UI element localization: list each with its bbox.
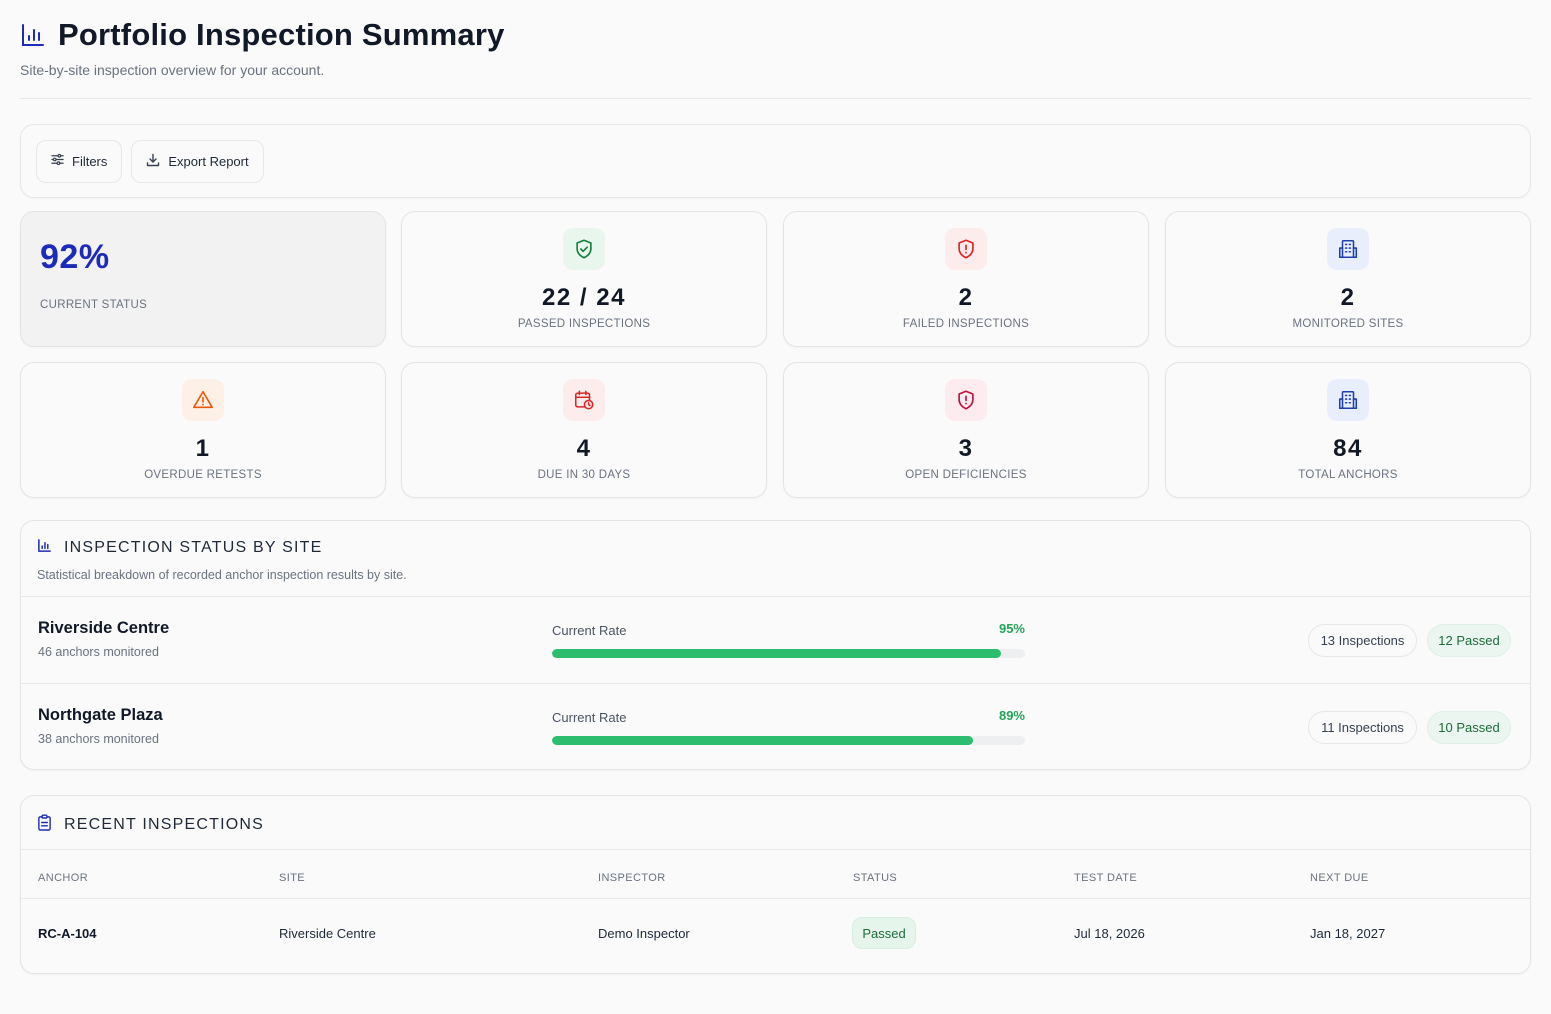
total-anchors-value: 84 <box>1333 435 1363 462</box>
total-anchors-card: 84 TOTAL ANCHORS <box>1165 362 1531 498</box>
total-anchors-label: TOTAL ANCHORS <box>1298 469 1398 481</box>
status-by-site-title: INSPECTION STATUS BY SITE <box>64 539 323 556</box>
current-rate-label: Current Rate <box>552 623 627 638</box>
column-header-anchor[interactable]: ANCHOR <box>38 872 89 884</box>
bar-chart-icon <box>20 22 46 48</box>
current-status-card: 92% CURRENT STATUS <box>20 211 386 347</box>
passed-inspections-card: 22 / 24 PASSED INSPECTIONS <box>401 211 767 347</box>
site-name: Riverside Centre <box>38 619 170 637</box>
site-anchors-count: 38 anchors monitored <box>38 732 159 746</box>
warning-triangle-icon <box>182 379 224 421</box>
cell-anchor: RC-A-104 <box>38 926 97 941</box>
page-header: Portfolio Inspection Summary Site-by-sit… <box>20 0 1531 99</box>
recent-inspections-section: RECENT INSPECTIONS ANCHOR SITE INSPECTOR… <box>20 795 1531 974</box>
overdue-retests-label: OVERDUE RETESTS <box>144 469 262 481</box>
passed-count-badge: 10 Passed <box>1427 711 1511 744</box>
open-deficiencies-value: 3 <box>958 435 974 462</box>
inspections-count-badge: 11 Inspections <box>1308 711 1417 744</box>
open-deficiencies-card: 3 OPEN DEFICIENCIES <box>783 362 1149 498</box>
rate-progress-fill <box>552 649 1002 658</box>
calendar-clock-icon <box>563 379 605 421</box>
shield-alert-icon <box>945 228 987 270</box>
shield-check-icon <box>563 228 605 270</box>
due-in-30-days-label: DUE IN 30 DAYS <box>537 469 631 481</box>
cell-inspector: Demo Inspector <box>598 926 690 941</box>
monitored-sites-card: 2 MONITORED SITES <box>1165 211 1531 347</box>
failed-inspections-card: 2 FAILED INSPECTIONS <box>783 211 1149 347</box>
current-status-label: CURRENT STATUS <box>40 299 148 311</box>
current-rate-value: 89% <box>998 708 1025 723</box>
table-row[interactable] <box>21 898 1530 899</box>
sliders-icon <box>51 153 64 169</box>
building-icon <box>1327 379 1369 421</box>
filters-button[interactable]: Filters <box>36 139 123 183</box>
rate-progress-bar <box>552 736 1025 745</box>
status-by-site-description: Statistical breakdown of recorded anchor… <box>37 568 407 582</box>
inspections-count-badge: 13 Inspections <box>1308 624 1417 657</box>
overdue-retests-card: 1 OVERDUE RETESTS <box>20 362 386 498</box>
open-deficiencies-label: OPEN DEFICIENCIES <box>905 469 1027 481</box>
toolbar: Filters Export Report <box>20 124 1531 198</box>
rate-progress-fill <box>552 736 973 745</box>
status-by-site-section: INSPECTION STATUS BY SITE Statistical br… <box>20 520 1531 770</box>
filters-label: Filters <box>72 153 108 169</box>
export-report-label: Export Report <box>168 153 249 169</box>
column-header-inspector[interactable]: INSPECTOR <box>598 872 666 884</box>
failed-inspections-value: 2 <box>958 284 974 311</box>
passed-count-badge: 12 Passed <box>1427 624 1511 657</box>
current-status-value: 92% <box>40 238 110 276</box>
current-rate-value: 95% <box>998 621 1025 636</box>
page-subtitle: Site-by-site inspection overview for you… <box>20 62 325 78</box>
monitored-sites-value: 2 <box>1340 284 1356 311</box>
column-header-site[interactable]: SITE <box>279 872 306 884</box>
export-report-button[interactable]: Export Report <box>131 139 264 183</box>
cell-site: Riverside Centre <box>279 926 376 941</box>
bar-chart-icon <box>37 538 52 558</box>
column-header-status[interactable]: STATUS <box>853 872 898 884</box>
status-badge: Passed <box>852 917 916 949</box>
column-header-next-due[interactable]: NEXT DUE <box>1310 872 1369 884</box>
passed-inspections-value: 22 / 24 <box>542 284 626 311</box>
due-in-30-days-card: 4 DUE IN 30 DAYS <box>401 362 767 498</box>
cell-test-date: Jul 18, 2026 <box>1074 926 1145 941</box>
site-row: Riverside Centre 46 anchors monitored Cu… <box>21 596 1530 683</box>
passed-inspections-label: PASSED INSPECTIONS <box>517 318 651 330</box>
failed-inspections-label: FAILED INSPECTIONS <box>902 318 1030 330</box>
site-name: Northgate Plaza <box>38 706 163 724</box>
recent-inspections-title: RECENT INSPECTIONS <box>64 816 264 833</box>
rate-progress-bar <box>552 649 1025 658</box>
site-row: Northgate Plaza 38 anchors monitored Cur… <box>21 683 1530 769</box>
monitored-sites-label: MONITORED SITES <box>1292 318 1404 330</box>
overdue-retests-value: 1 <box>195 435 211 462</box>
shield-alert-icon <box>945 379 987 421</box>
due-in-30-days-value: 4 <box>576 435 592 462</box>
cell-next-due: Jan 18, 2027 <box>1310 926 1386 941</box>
current-rate-label: Current Rate <box>552 710 627 725</box>
clipboard-icon <box>37 814 52 836</box>
divider <box>21 849 1530 850</box>
download-icon <box>146 153 160 170</box>
building-icon <box>1327 228 1369 270</box>
page-title: Portfolio Inspection Summary <box>58 17 505 52</box>
column-header-test-date[interactable]: TEST DATE <box>1074 872 1138 884</box>
site-anchors-count: 46 anchors monitored <box>38 645 159 659</box>
